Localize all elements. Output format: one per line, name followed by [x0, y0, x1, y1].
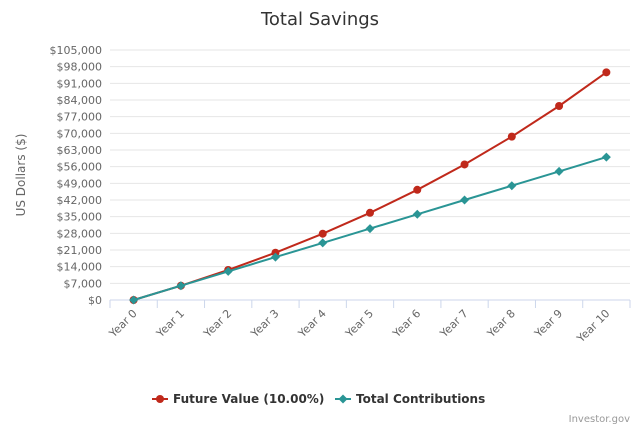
data-point[interactable] — [270, 252, 280, 262]
x-tick-label: Year 8 — [484, 307, 518, 341]
data-point[interactable] — [223, 266, 233, 276]
chart-title: Total Savings — [260, 9, 379, 30]
y-tick-label: $84,000 — [57, 94, 103, 107]
data-point[interactable] — [460, 160, 469, 169]
data-point[interactable] — [413, 185, 422, 194]
series-line — [133, 71, 607, 301]
data-point[interactable] — [176, 281, 186, 291]
legend-item[interactable]: Future Value (10.00%) — [152, 392, 324, 406]
legend-item[interactable]: Total Contributions — [335, 392, 485, 406]
data-point[interactable] — [365, 224, 375, 234]
credit-text: Investor.gov — [569, 414, 630, 425]
legend-marker — [338, 394, 348, 404]
x-tick-label: Year 7 — [437, 307, 471, 341]
y-axis-title: US Dollars ($) — [14, 134, 28, 217]
y-tick-label: $42,000 — [57, 194, 103, 207]
y-tick-label: $21,000 — [57, 244, 103, 257]
x-tick-label: Year 5 — [342, 307, 376, 341]
x-axis-ticks: Year 0 Year 1 Year 2 Year 3 Year 4 Year 5 Year… — [106, 300, 631, 346]
y-tick-label: $7,000 — [64, 277, 103, 290]
y-tick-label: $0 — [88, 294, 102, 307]
y-tick-label: $56,000 — [57, 161, 103, 174]
y-tick-label: $105,000 — [50, 44, 103, 57]
y-tick-label: $98,000 — [57, 61, 103, 74]
legend[interactable]: Future Value (10.00%) Total Contributions — [152, 392, 485, 406]
data-point[interactable] — [602, 68, 611, 77]
data-point[interactable] — [412, 209, 422, 219]
data-point[interactable] — [318, 238, 328, 248]
legend-label: Future Value (10.00%) — [173, 392, 324, 406]
y-tick-label: $63,000 — [57, 144, 103, 157]
y-tick-label: $14,000 — [57, 261, 103, 274]
x-tick-label: Year 6 — [390, 307, 424, 341]
series-layer — [129, 68, 611, 305]
data-point[interactable] — [507, 132, 516, 141]
series-0 — [129, 68, 611, 304]
x-tick-label: Year 10 — [574, 307, 613, 346]
y-tick-label: $70,000 — [57, 127, 103, 140]
x-tick-label: Year 9 — [531, 307, 565, 341]
data-point[interactable] — [460, 195, 470, 205]
y-tick-label: $77,000 — [57, 111, 103, 124]
y-axis-ticks: $0 $7,000 $14,000 $21,000 $28,000 $35,000 $42,… — [50, 44, 103, 307]
x-tick-label: Year 1 — [153, 307, 187, 341]
x-tick-label: Year 0 — [106, 307, 140, 341]
y-tick-label: $28,000 — [57, 227, 103, 240]
x-tick-label: Year 2 — [201, 307, 235, 341]
data-point[interactable] — [129, 295, 139, 305]
data-point[interactable] — [554, 166, 564, 176]
y-tick-label: $91,000 — [57, 77, 103, 90]
grid-lines — [110, 49, 630, 301]
y-tick-label: $49,000 — [57, 177, 103, 190]
y-tick-label: $35,000 — [57, 211, 103, 224]
data-point[interactable] — [555, 102, 564, 111]
data-point[interactable] — [601, 152, 611, 162]
data-point[interactable] — [507, 181, 517, 191]
x-tick-label: Year 4 — [295, 307, 329, 341]
data-point[interactable] — [318, 229, 327, 238]
series-1 — [129, 152, 611, 305]
data-point[interactable] — [366, 208, 374, 217]
legend-marker — [156, 395, 164, 403]
legend-label: Total Contributions — [356, 392, 485, 406]
x-tick-label: Year 3 — [248, 307, 282, 341]
